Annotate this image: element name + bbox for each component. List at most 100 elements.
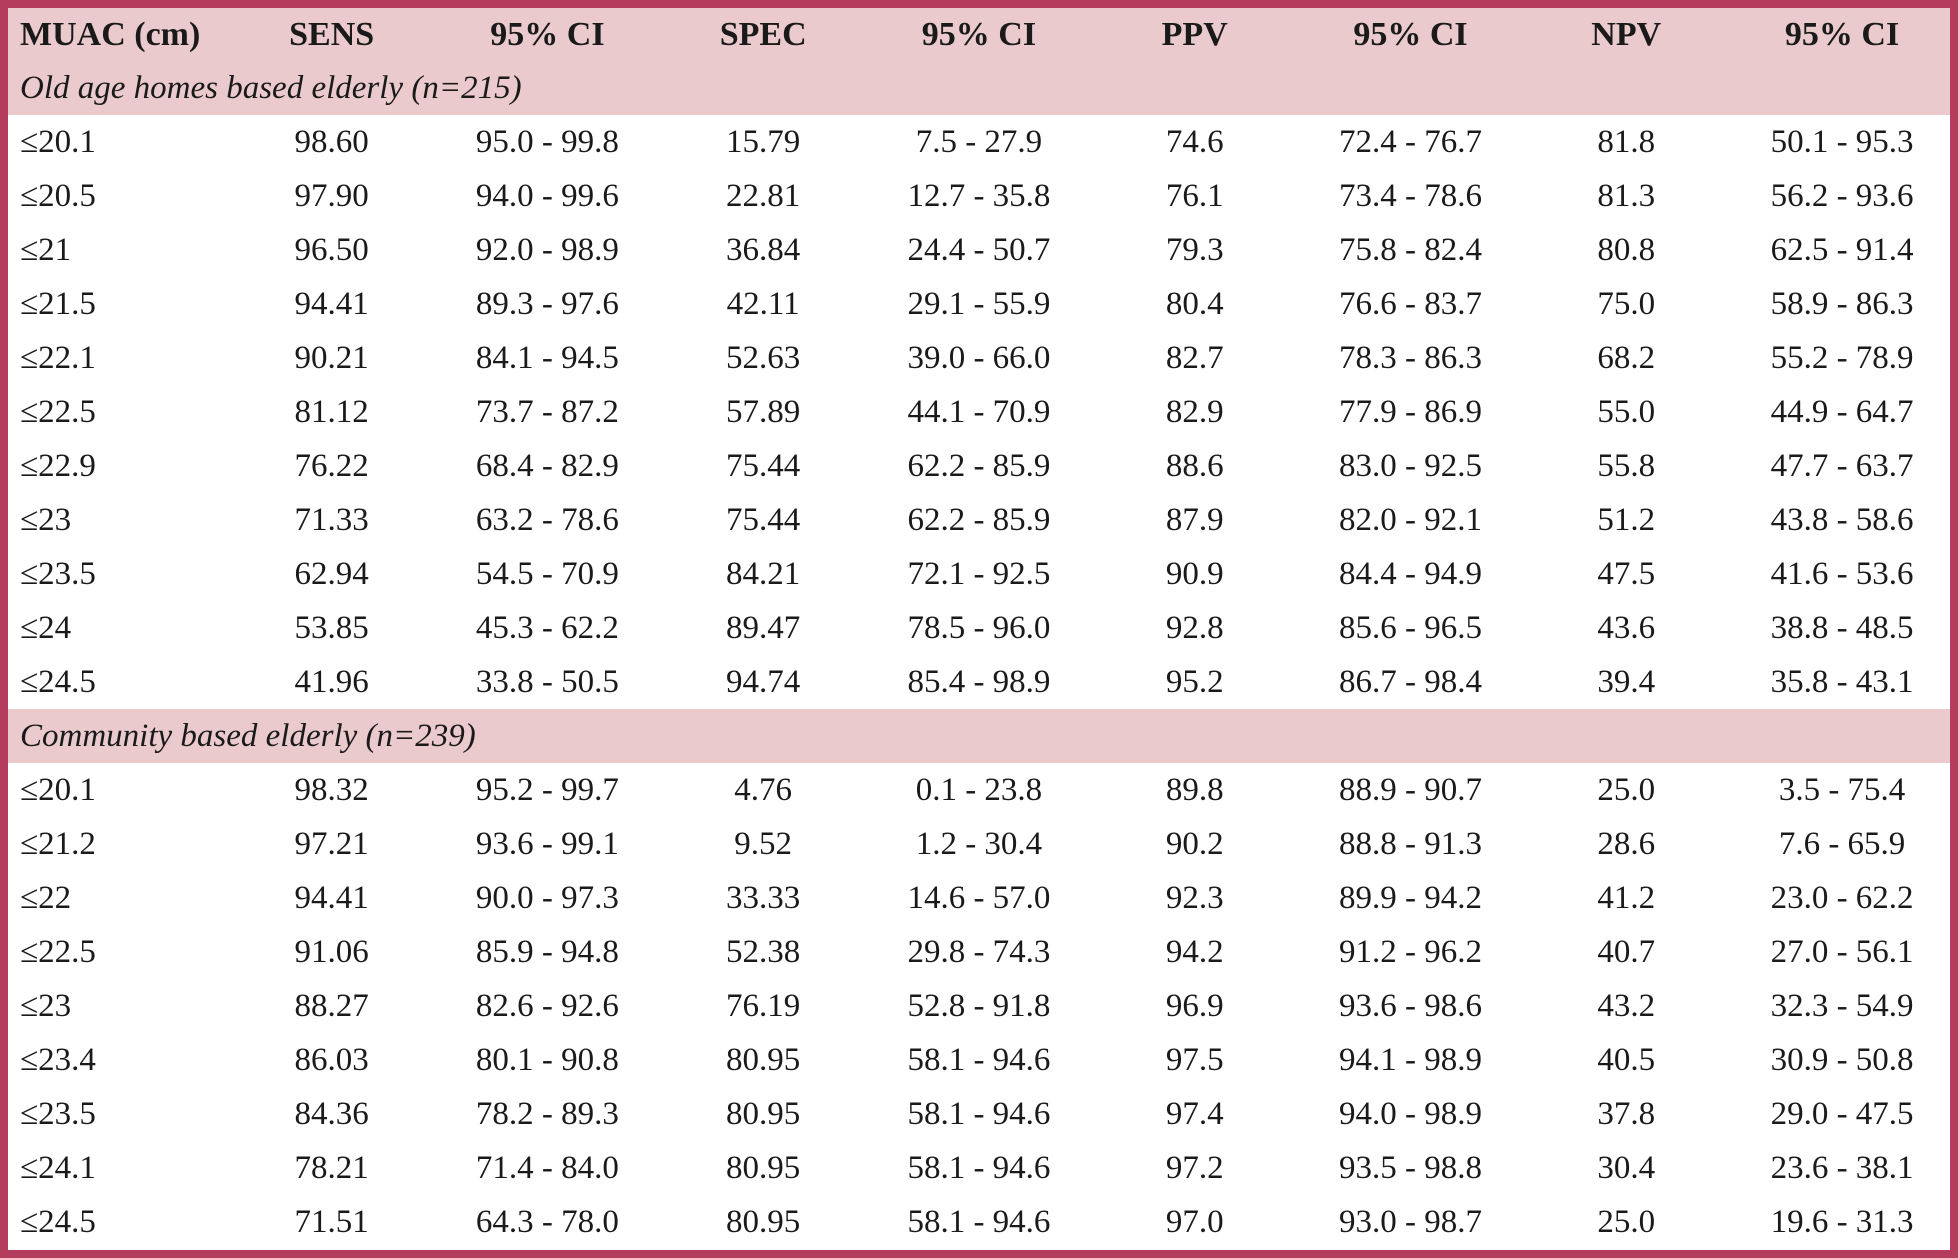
sens-ci-cell: 64.3 - 78.0 [475, 1204, 619, 1241]
table-row: ≤22.5 91.06 85.9 - 94.8 52.38 29.8 - 74.3 94.… [8, 926, 1950, 980]
ppv-ci-cell: 88.9 - 90.7 [1338, 771, 1482, 808]
ppv-ci-cell: 84.4 - 94.9 [1338, 555, 1482, 592]
npv-cell: 25.0 [1597, 771, 1656, 808]
spec-cell: 4.76 [734, 771, 793, 808]
npv-cell: 40.7 [1597, 934, 1656, 971]
sens-cell: 62.94 [294, 555, 369, 592]
muac-cutoff-cell: ≤22.9 [20, 447, 96, 484]
sens-ci-cell: 82.6 - 92.6 [475, 988, 619, 1025]
npv-ci-cell: 29.0 - 47.5 [1770, 1096, 1914, 1133]
ppv-cell: 79.3 [1165, 231, 1224, 268]
ppv-cell: 90.9 [1165, 555, 1224, 592]
table-row: ≤20.1 98.32 95.2 - 99.7 4.76 0.1 - 23.8 89.8 8… [8, 763, 1950, 817]
column-header-ci-npv: 95% CI [1734, 8, 1950, 61]
sens-ci-cell: 90.0 - 97.3 [475, 879, 619, 916]
muac-cutoff-cell: ≤24.5 [20, 663, 96, 700]
table-row: ≤21 96.50 92.0 - 98.9 36.84 24.4 - 50.7 79.3 7… [8, 223, 1950, 277]
sens-cell: 97.21 [294, 825, 369, 862]
column-header-npv: NPV [1518, 8, 1735, 61]
spec-ci-cell: 58.1 - 94.6 [907, 1150, 1051, 1187]
table-row: ≤23.4 86.03 80.1 - 90.8 80.95 58.1 - 94.6 97.… [8, 1034, 1950, 1088]
npv-ci-cell: 55.2 - 78.9 [1770, 339, 1914, 376]
npv-cell: 81.3 [1597, 177, 1656, 214]
npv-ci-cell: 7.6 - 65.9 [1778, 825, 1906, 862]
muac-cutoff-cell: ≤24.1 [20, 1150, 96, 1187]
ppv-cell: 97.0 [1165, 1204, 1224, 1241]
npv-ci-cell: 35.8 - 43.1 [1770, 663, 1914, 700]
ppv-cell: 92.8 [1165, 609, 1224, 646]
ppv-ci-cell: 94.0 - 98.9 [1338, 1096, 1482, 1133]
ppv-cell: 89.8 [1165, 771, 1224, 808]
muac-cutoff-cell: ≤22.1 [20, 339, 96, 376]
table-row: ≤23.5 84.36 78.2 - 89.3 80.95 58.1 - 94.6 97.… [8, 1088, 1950, 1142]
muac-cutoff-cell: ≤20.5 [20, 177, 96, 214]
npv-cell: 55.0 [1597, 393, 1656, 430]
ppv-ci-cell: 93.0 - 98.7 [1338, 1204, 1482, 1241]
npv-cell: 43.6 [1597, 609, 1656, 646]
spec-cell: 76.19 [726, 988, 801, 1025]
sens-cell: 41.96 [294, 663, 369, 700]
npv-cell: 39.4 [1597, 663, 1656, 700]
npv-ci-cell: 38.8 - 48.5 [1770, 609, 1914, 646]
spec-cell: 80.95 [726, 1096, 801, 1133]
table-row: ≤22.5 81.12 73.7 - 87.2 57.89 44.1 - 70.9 82.… [8, 385, 1950, 439]
muac-cutoff-cell: ≤23 [20, 988, 72, 1025]
spec-cell: 52.38 [726, 934, 801, 971]
npv-cell: 25.0 [1597, 1204, 1656, 1241]
ppv-ci-cell: 82.0 - 92.1 [1338, 501, 1482, 538]
muac-cutoff-cell: ≤21.2 [20, 825, 96, 862]
table-row: ≤22.1 90.21 84.1 - 94.5 52.63 39.0 - 66.0 82.… [8, 331, 1950, 385]
ppv-cell: 74.6 [1165, 123, 1224, 160]
sens-ci-cell: 92.0 - 98.9 [475, 231, 619, 268]
table-row: ≤21.2 97.21 93.6 - 99.1 9.52 1.2 - 30.4 90.2 8… [8, 817, 1950, 871]
spec-ci-cell: 0.1 - 23.8 [915, 771, 1043, 808]
ppv-ci-cell: 77.9 - 86.9 [1338, 393, 1482, 430]
sens-ci-cell: 78.2 - 89.3 [475, 1096, 619, 1133]
sens-cell: 94.41 [294, 285, 369, 322]
spec-ci-cell: 58.1 - 94.6 [907, 1204, 1051, 1241]
sens-cell: 96.50 [294, 231, 369, 268]
npv-cell: 75.0 [1597, 285, 1656, 322]
npv-ci-cell: 58.9 - 86.3 [1770, 285, 1914, 322]
sens-ci-cell: 71.4 - 84.0 [475, 1150, 619, 1187]
sens-ci-cell: 95.0 - 99.8 [475, 123, 619, 160]
section-title: Community based elderly (n=239) [8, 709, 1950, 764]
spec-ci-cell: 58.1 - 94.6 [907, 1096, 1051, 1133]
ppv-cell: 94.2 [1165, 934, 1224, 971]
sens-ci-cell: 85.9 - 94.8 [475, 934, 619, 971]
ppv-ci-cell: 76.6 - 83.7 [1338, 285, 1482, 322]
spec-ci-cell: 62.2 - 85.9 [907, 501, 1051, 538]
ppv-ci-cell: 75.8 - 82.4 [1338, 231, 1482, 268]
npv-ci-cell: 19.6 - 31.3 [1770, 1204, 1914, 1241]
sens-ci-cell: 95.2 - 99.7 [475, 771, 619, 808]
ppv-ci-cell: 85.6 - 96.5 [1338, 609, 1482, 646]
muac-cutoff-cell: ≤22 [20, 879, 72, 916]
spec-cell: 9.52 [734, 825, 793, 862]
muac-cutoff-cell: ≤22.5 [20, 934, 96, 971]
section-title: Old age homes based elderly (n=215) [8, 61, 1950, 116]
sens-cell: 71.33 [294, 501, 369, 538]
ppv-ci-cell: 93.6 - 98.6 [1338, 988, 1482, 1025]
ppv-ci-cell: 89.9 - 94.2 [1338, 879, 1482, 916]
column-header-ci-ppv: 95% CI [1302, 8, 1519, 61]
spec-ci-cell: 29.1 - 55.9 [907, 285, 1051, 322]
spec-cell: 80.95 [726, 1204, 801, 1241]
muac-cutoff-cell: ≤20.1 [20, 771, 96, 808]
column-header-ci-sens: 95% CI [439, 8, 656, 61]
ppv-cell: 97.4 [1165, 1096, 1224, 1133]
table-header-row: MUAC (cm) SENS 95% CI SPEC 95% CI PPV 95… [8, 8, 1950, 61]
npv-ci-cell: 3.5 - 75.4 [1778, 771, 1906, 808]
sens-ci-cell: 73.7 - 87.2 [475, 393, 619, 430]
ppv-cell: 76.1 [1165, 177, 1224, 214]
muac-cutoff-cell: ≤23.5 [20, 1096, 96, 1133]
spec-ci-cell: 58.1 - 94.6 [907, 1042, 1051, 1079]
sens-cell: 97.90 [294, 177, 369, 214]
column-header-ci-spec: 95% CI [871, 8, 1087, 61]
spec-cell: 75.44 [726, 501, 801, 538]
table-row: ≤23 71.33 63.2 - 78.6 75.44 62.2 - 85.9 87.9 8… [8, 493, 1950, 547]
spec-cell: 80.95 [726, 1150, 801, 1187]
ppv-ci-cell: 86.7 - 98.4 [1338, 663, 1482, 700]
spec-cell: 15.79 [726, 123, 801, 160]
table-row: ≤24 53.85 45.3 - 62.2 89.47 78.5 - 96.0 92.8 8… [8, 601, 1950, 655]
section-header-row: Community based elderly (n=239) [8, 709, 1950, 764]
